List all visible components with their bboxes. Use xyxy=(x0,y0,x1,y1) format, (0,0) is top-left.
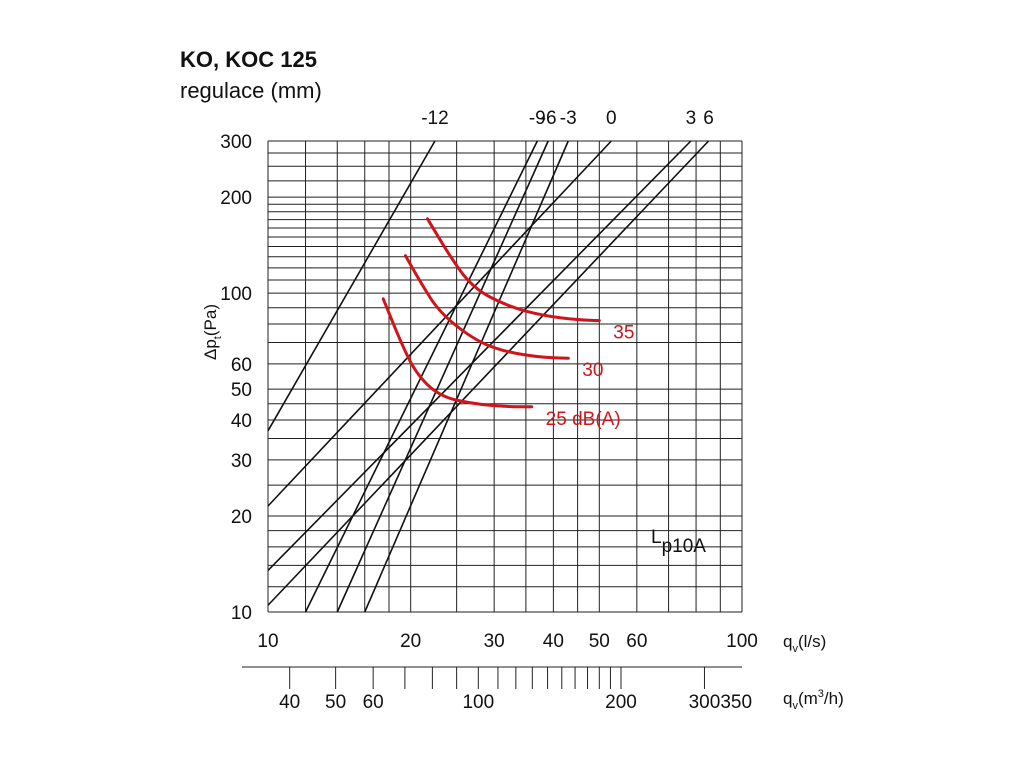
y-tick-label: 10 xyxy=(231,603,252,624)
regulation-labels: -12 -9-6 -3 0 3 6 xyxy=(421,108,714,129)
y-tick-label: 20 xyxy=(231,507,252,528)
regulation-line xyxy=(267,140,612,507)
x2-tick-label: 100 xyxy=(462,692,494,713)
x-tick-label: 30 xyxy=(484,631,505,652)
noise-curves xyxy=(381,217,601,409)
x2-tick-label: 60 xyxy=(363,692,384,713)
x2-tick-label: 50 xyxy=(325,692,346,713)
x-tick-label: 40 xyxy=(543,631,564,652)
regulation-label: -9 xyxy=(529,108,546,129)
x2-tick-label: 40 xyxy=(279,692,300,713)
x2-axis-label-unit-sup: 3 xyxy=(818,688,824,700)
noise-curve xyxy=(426,217,601,323)
x-axis-label-sub: v xyxy=(792,643,798,655)
x-axis-label: qv(l/s) xyxy=(783,632,826,655)
regulation-line xyxy=(267,140,692,572)
x2-axis-label-sub: v xyxy=(792,700,798,712)
lp10a-main: L xyxy=(651,527,662,548)
regulation-label: 6 xyxy=(703,108,714,129)
chart-subtitle: regulace (mm) xyxy=(180,78,322,103)
noise-curve-label: 35 xyxy=(613,323,634,344)
x-tick-label: 60 xyxy=(626,631,647,652)
regulation-line xyxy=(267,140,710,606)
y-axis-label-sub: t xyxy=(212,336,224,339)
regulation-line xyxy=(336,140,549,613)
y-axis-label: Δpt(Pa) xyxy=(201,304,224,360)
regulation-line xyxy=(364,140,569,613)
regulation-label: -6 xyxy=(540,108,557,129)
y-tick-labels: 10 20 30 40 50 60 100 200 300 xyxy=(220,132,252,624)
grid xyxy=(267,140,743,613)
y-tick-label: 40 xyxy=(231,411,252,432)
x-tick-label: 10 xyxy=(257,631,278,652)
y-tick-label: 300 xyxy=(220,132,252,153)
x2-tick-label: 300 xyxy=(689,692,721,713)
noise-labels: 25 dB(A) 30 35 xyxy=(546,323,635,430)
lp10a-annotation: Lp10A xyxy=(651,527,706,557)
noise-curve-label: 30 xyxy=(582,360,603,381)
x2-axis-label-unit-pre: (m xyxy=(798,689,818,708)
x-axis-label-unit: (l/s) xyxy=(798,632,826,651)
x-tick-labels: 10 20 30 40 50 60 100 xyxy=(257,631,757,652)
regulation-label: -3 xyxy=(560,108,577,129)
regulation-line xyxy=(267,140,436,432)
y-tick-label: 50 xyxy=(231,380,252,401)
x2-tick-label: 200 xyxy=(605,692,637,713)
x2-axis-label: qv(m3/h) xyxy=(783,688,844,712)
regulation-label: 3 xyxy=(686,108,697,129)
x2-axis-label-unit-post: /h) xyxy=(824,689,844,708)
noise-curve xyxy=(381,297,534,409)
y-tick-label: 100 xyxy=(220,284,252,305)
y-axis-label-unit: (Pa) xyxy=(201,304,220,336)
y-tick-label: 60 xyxy=(231,355,252,376)
regulation-label: 0 xyxy=(606,108,617,129)
x-tick-label: 20 xyxy=(400,631,421,652)
regulation-label: -12 xyxy=(421,108,448,129)
noise-curve xyxy=(404,254,570,360)
x-axis-label-main: q xyxy=(783,632,792,651)
x2-tick-label: 350 xyxy=(720,692,752,713)
lp10a-sub: p10A xyxy=(662,536,707,557)
secondary-x-axis: 40 50 60 100 200 300 350 xyxy=(242,666,752,713)
y-tick-label: 200 xyxy=(220,188,252,209)
x-tick-label: 100 xyxy=(726,631,758,652)
y-tick-label: 30 xyxy=(231,451,252,472)
chart-title: KO, KOC 125 xyxy=(180,47,317,72)
x-tick-label: 50 xyxy=(589,631,610,652)
y-axis-label-main: Δp xyxy=(201,339,220,360)
x2-axis-label-main: q xyxy=(783,689,792,708)
noise-curve-label: 25 dB(A) xyxy=(546,409,621,430)
